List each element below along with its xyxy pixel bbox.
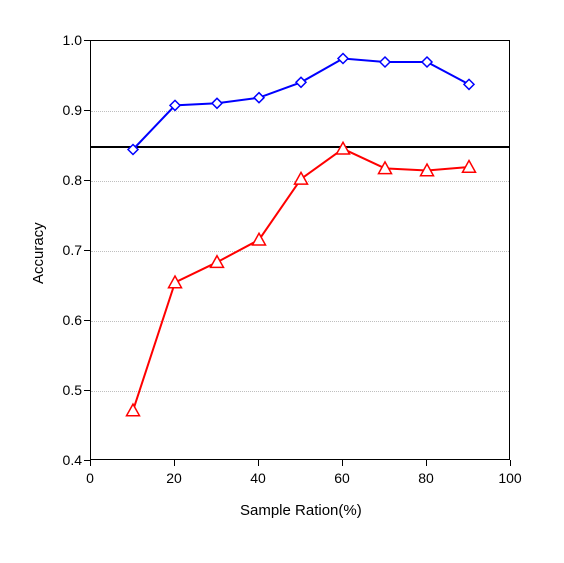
series-marker-red (295, 172, 308, 184)
y-axis-label: Accuracy (30, 222, 47, 284)
x-axis-label: Sample Ration(%) (240, 502, 362, 519)
y-tick-label: 1.0 (56, 32, 82, 48)
series-marker-red (169, 276, 182, 288)
series-marker-blue (338, 54, 348, 64)
x-tick-mark (342, 460, 343, 466)
series-marker-blue (464, 79, 474, 89)
y-tick-mark (84, 250, 90, 251)
series-marker-red (211, 256, 224, 268)
series-marker-blue (422, 57, 432, 67)
y-tick-mark (84, 180, 90, 181)
y-tick-label: 0.9 (56, 102, 82, 118)
series-marker-red (337, 142, 350, 154)
x-tick-label: 40 (250, 470, 266, 486)
x-tick-mark (90, 460, 91, 466)
x-tick-label: 100 (498, 470, 521, 486)
series-marker-blue (254, 93, 264, 103)
y-tick-mark (84, 40, 90, 41)
y-tick-mark (84, 460, 90, 461)
x-tick-mark (258, 460, 259, 466)
x-tick-label: 0 (86, 470, 94, 486)
y-tick-mark (84, 320, 90, 321)
series-marker-red (253, 233, 266, 245)
series-marker-red (463, 161, 476, 173)
y-tick-mark (84, 110, 90, 111)
series-marker-blue (212, 98, 222, 108)
plot-area (90, 40, 510, 460)
x-tick-mark (174, 460, 175, 466)
series-marker-blue (380, 57, 390, 67)
chart-container: { "chart": { "type": "line", "width_px":… (0, 0, 564, 563)
series-layer (91, 41, 511, 461)
y-tick-label: 0.8 (56, 172, 82, 188)
y-tick-label: 0.4 (56, 452, 82, 468)
x-tick-label: 80 (418, 470, 434, 486)
series-line-blue (133, 59, 469, 150)
y-tick-mark (84, 390, 90, 391)
x-tick-label: 60 (334, 470, 350, 486)
y-tick-label: 0.5 (56, 382, 82, 398)
x-tick-label: 20 (166, 470, 182, 486)
y-tick-label: 0.6 (56, 312, 82, 328)
y-tick-label: 0.7 (56, 242, 82, 258)
series-marker-blue (296, 77, 306, 87)
series-marker-red (127, 404, 140, 416)
x-tick-mark (510, 460, 511, 466)
series-line-red (133, 149, 469, 411)
x-tick-mark (426, 460, 427, 466)
